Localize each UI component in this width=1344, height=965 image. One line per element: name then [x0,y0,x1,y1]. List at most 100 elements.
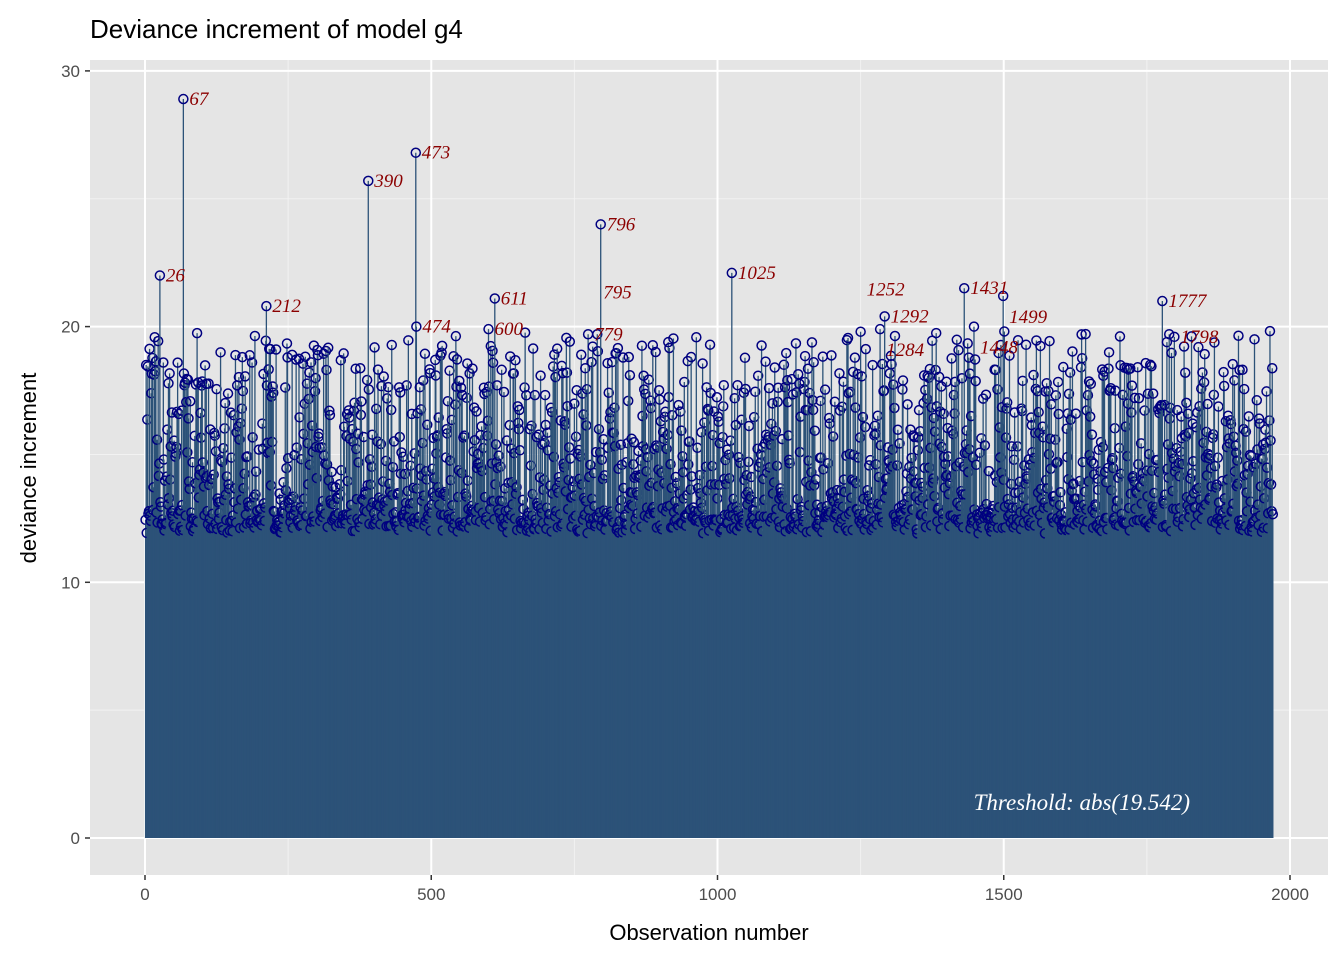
point-label: 1798 [1180,327,1219,348]
data-point [938,408,949,420]
y-tick-label: 0 [71,829,80,848]
data-point [147,352,158,364]
data-point [281,338,293,349]
data-point [217,456,228,468]
data-point [677,451,688,462]
data-point [974,447,985,459]
data-point [992,384,1003,395]
data-point [191,327,203,339]
data-point [154,270,166,281]
data-point [395,387,406,398]
data-point [933,371,945,383]
data-point [397,451,409,463]
data-point [617,352,629,363]
data-point [418,490,430,501]
data-point [249,330,261,342]
data-point [222,388,234,399]
point-label: 1499 [1009,307,1048,328]
data-point [1065,414,1076,425]
data-point [980,389,992,401]
data-point [981,498,992,510]
data-point [298,428,309,440]
data-point [869,420,881,432]
data-point [363,175,374,187]
data-point [1107,452,1118,464]
data-point [421,419,433,431]
data-point [726,267,738,279]
data-point [1068,478,1079,489]
data-point [288,491,299,502]
data-point [294,412,305,423]
data-point [378,371,389,382]
axes: 0 500 1000 1500 2000 0 10 20 30 [61,62,1309,904]
point-label: 212 [272,296,301,317]
data-point [1186,331,1197,342]
data-point [393,382,405,393]
data-point [1086,429,1098,440]
point-label: 1252 [867,280,906,301]
data-point [1170,460,1181,472]
data-point [609,402,620,414]
data-marks [140,93,1279,838]
data-point [696,426,707,438]
point-label: 600 [495,319,524,340]
data-point [862,484,873,496]
data-point [508,368,519,379]
point-label: 67 [189,89,210,110]
data-point [1098,370,1109,382]
data-point [215,347,226,358]
y-tick-label: 20 [61,318,80,337]
data-point [1063,388,1075,400]
data-point [564,336,576,347]
data-point [514,404,525,416]
data-point [724,473,735,484]
data-point [684,436,695,447]
data-point [372,364,384,375]
data-point [1238,383,1250,395]
data-point [842,332,854,344]
point-label: 1284 [886,340,925,361]
y-tick-label: 30 [61,62,80,81]
data-point [1261,386,1272,397]
data-point [265,343,276,355]
point-label: 796 [607,214,636,235]
data-point [889,330,901,342]
data-point [1006,441,1018,452]
data-point [1051,457,1062,469]
data-point [280,382,291,393]
data-point [511,481,522,493]
data-point [1209,337,1220,348]
data-point [956,372,968,384]
data-point [472,448,484,460]
data-point [261,300,272,312]
data-point [592,346,604,357]
data-point [822,458,834,469]
data-point [770,425,782,437]
data-point [636,340,648,351]
data-point [760,429,772,441]
data-point [969,354,981,365]
data-point [999,326,1010,337]
data-point [237,351,248,363]
data-point [930,327,942,339]
data-point [1132,362,1143,373]
data-point [1251,395,1263,406]
data-point [338,348,349,359]
data-point [1227,358,1238,370]
data-point [549,349,560,360]
data-point [831,484,843,496]
data-point [946,353,957,364]
data-point [685,351,697,363]
data-point [198,467,209,478]
data-point [593,423,605,435]
data-point [1032,385,1043,397]
data-point [769,362,780,373]
data-point [824,418,835,429]
data-point [246,357,258,368]
data-point [493,450,505,461]
data-point [487,345,498,357]
data-point [767,398,778,409]
data-point [1197,367,1208,378]
data-point [1121,362,1133,374]
